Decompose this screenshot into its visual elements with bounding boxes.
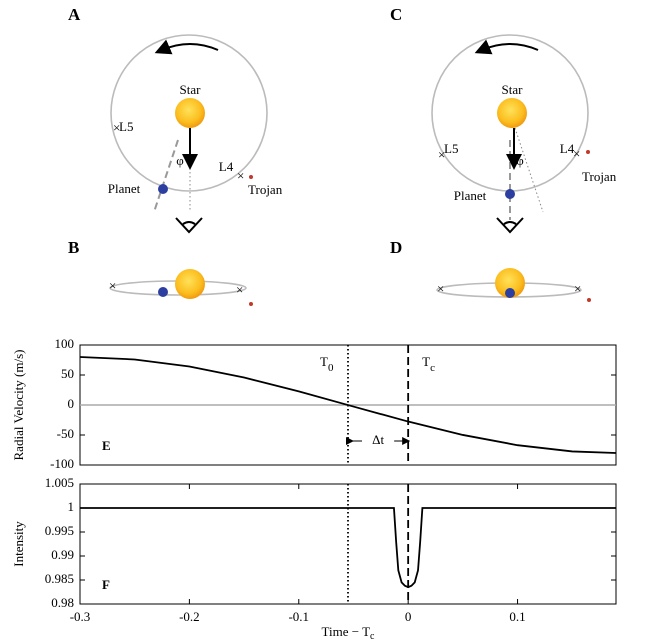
x-tick-label: -0.3 — [70, 609, 91, 624]
trojan — [249, 175, 253, 179]
reference-label-sub: 0 — [328, 362, 334, 374]
x-axis-title-main: Time − T — [322, 624, 371, 639]
x-mark: × — [237, 168, 244, 183]
y-tick-label: 1.005 — [45, 475, 74, 490]
reference-label-main: T — [320, 354, 328, 369]
x-mark: × — [236, 282, 243, 297]
reference-label-main: T — [422, 354, 430, 369]
planet — [158, 287, 168, 297]
trojan — [587, 298, 591, 302]
planet-line — [153, 139, 179, 213]
x-mark: × — [573, 146, 580, 161]
x-tick-label: -0.2 — [179, 609, 200, 624]
y-axis-title: Intensity — [11, 521, 26, 567]
y-axis-title: Radial Velocity (m/s) — [11, 350, 26, 461]
rotation-arrow — [154, 39, 219, 55]
panel-label: D — [390, 238, 402, 257]
y-tick-label: 100 — [55, 336, 75, 351]
star — [175, 98, 205, 128]
l4-label: L4 — [560, 141, 575, 156]
trojan — [249, 302, 253, 306]
x-axis-title: Time − Tc — [322, 624, 376, 642]
panel-label: A — [68, 5, 81, 24]
trojan-label: Trojan — [582, 169, 617, 184]
x-mark: × — [113, 120, 120, 135]
sightline — [514, 127, 544, 213]
star — [495, 268, 525, 298]
y-tick-label: 0.995 — [45, 523, 74, 538]
x-tick-label: 0 — [405, 609, 412, 624]
panel-b: B × × — [68, 238, 253, 306]
x-mark: × — [438, 147, 445, 162]
x-mark: × — [574, 281, 581, 296]
x-mark: × — [437, 281, 444, 296]
planet — [505, 189, 515, 199]
data-line — [80, 507, 616, 589]
panel-label: E — [102, 438, 111, 453]
phi: φ — [176, 153, 184, 168]
trojan-label: Trojan — [248, 182, 283, 197]
panel-label: B — [68, 238, 79, 257]
phi: φ — [516, 153, 524, 168]
y-tick-label: 0 — [68, 396, 75, 411]
annotation: Δt — [372, 432, 384, 447]
panel-label: C — [390, 5, 402, 24]
eye — [496, 217, 524, 234]
planet-label: Planet — [454, 188, 487, 203]
y-tick-label: 0.99 — [51, 547, 74, 562]
star — [497, 98, 527, 128]
panel-c: C Star φ Planet × L5 × L4 Trojan — [390, 5, 617, 234]
orbit — [110, 34, 268, 192]
y-tick-label: -100 — [50, 456, 74, 471]
y-tick-label: 1 — [68, 499, 75, 514]
reference-label: Tc — [422, 354, 435, 374]
planet — [158, 184, 168, 194]
panel-label: F — [102, 577, 110, 592]
x-tick-label: -0.1 — [288, 609, 309, 624]
star-label: Star — [502, 82, 524, 97]
x-mark: × — [109, 278, 116, 293]
trojan — [586, 150, 590, 154]
x-tick-label: 0.1 — [509, 609, 525, 624]
panel-a: A Star φ Planet × L5 × L4 Trojan — [68, 5, 283, 234]
planet — [505, 288, 515, 298]
reference-label: T0 — [320, 354, 334, 374]
l4-label: L4 — [219, 159, 234, 174]
l5-label: L5 — [444, 141, 458, 156]
y-tick-label: 0.985 — [45, 571, 74, 586]
y-tick-label: 0.98 — [51, 595, 74, 610]
y-tick-label: 50 — [61, 366, 74, 381]
data-line — [79, 356, 617, 454]
star-label: Star — [180, 82, 202, 97]
panel-d: D × × — [390, 238, 591, 302]
reference-label-sub: c — [430, 362, 435, 374]
star — [175, 269, 205, 299]
planet-label: Planet — [108, 181, 141, 196]
l5-label: L5 — [119, 119, 133, 134]
rotation-arrow — [474, 39, 539, 55]
eye — [175, 217, 203, 234]
x-axis-title-sub: c — [370, 631, 375, 642]
y-tick-label: -50 — [57, 426, 74, 441]
